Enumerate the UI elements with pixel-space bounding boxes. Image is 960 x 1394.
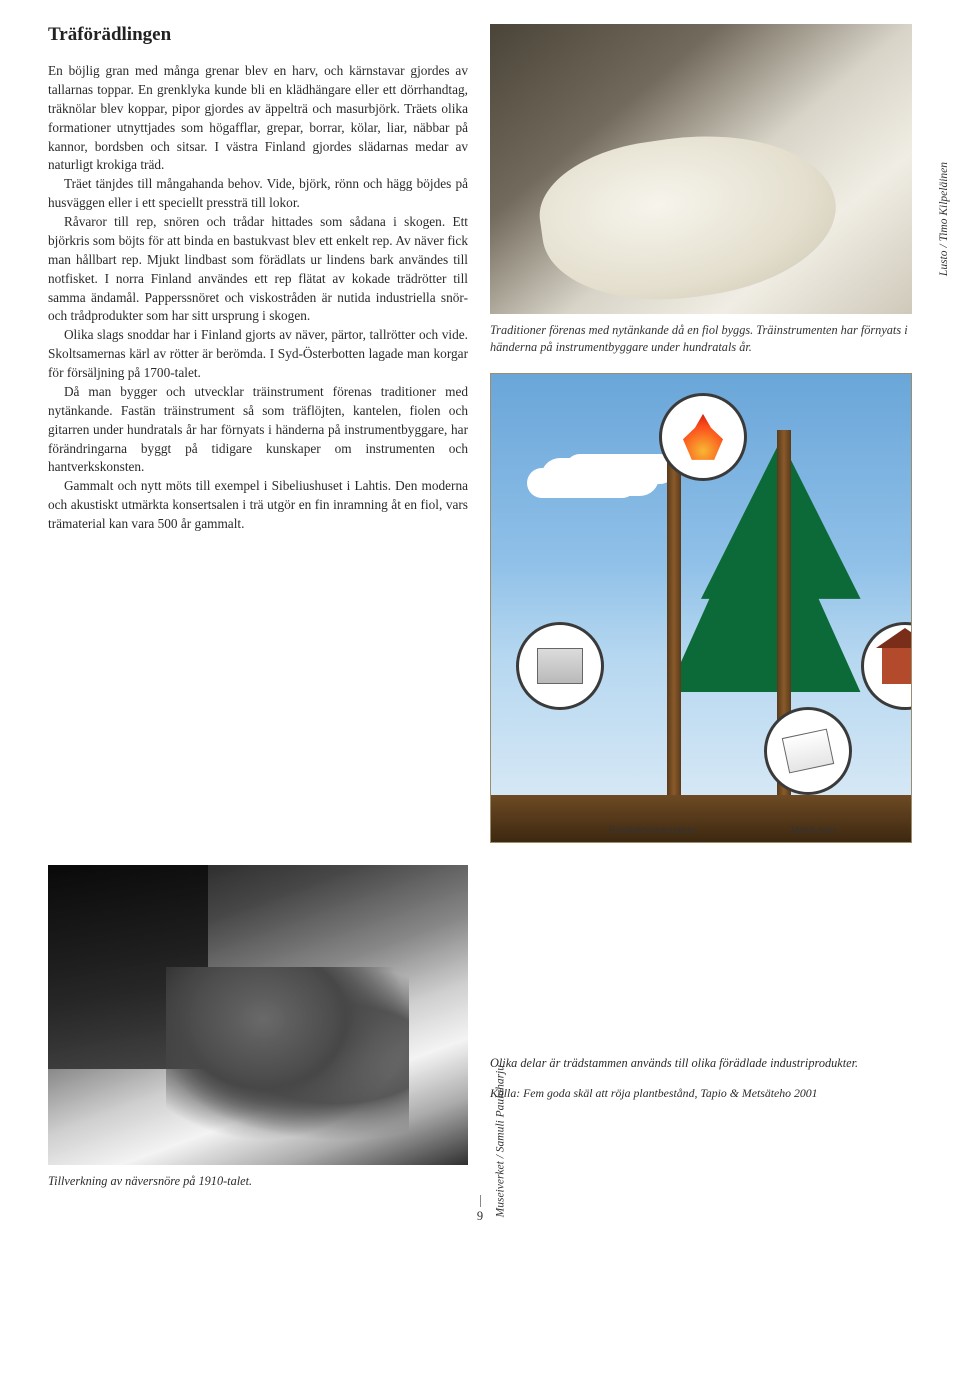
tree-trunk xyxy=(667,430,681,814)
body-paragraph: Då man bygger och utvecklar träinstrumen… xyxy=(48,383,468,477)
infographic-label-left: Ensiharvennuspuu xyxy=(609,824,696,836)
body-text: En böjlig gran med många grenar blev en … xyxy=(48,62,468,534)
house-icon xyxy=(861,622,912,710)
infographic-label-right: Järeä puu xyxy=(789,824,836,836)
body-paragraph: Olika slags snoddar har i Finland gjorts… xyxy=(48,326,468,383)
photo-credit: Lusto / Timo Kilpeläinen xyxy=(938,162,950,276)
infographic-source: Källa: Fem goda skäl att röja plantbestå… xyxy=(490,1086,912,1102)
building-icon xyxy=(516,622,604,710)
photo-credit: Museiverket / Samuli Paulaharju xyxy=(494,1065,506,1217)
page-number: 9 xyxy=(48,1209,912,1224)
tree-infographic: Ensiharvennuspuu Järeä puu xyxy=(490,373,912,843)
photo-caption: Tillverkning av näversnöre på 1910-talet… xyxy=(48,1174,468,1189)
violin-photo xyxy=(490,24,912,314)
section-title: Träförädlingen xyxy=(48,24,468,46)
newspaper-icon xyxy=(764,707,852,795)
fire-icon xyxy=(659,393,747,481)
body-paragraph: Råvaror till rep, snören och trådar hitt… xyxy=(48,213,468,326)
body-paragraph: Gammalt och nytt möts till exempel i Sib… xyxy=(48,477,468,534)
cloud-shape xyxy=(541,458,659,495)
historical-photo xyxy=(48,865,468,1165)
infographic-caption: Olika delar är trädstammen används till … xyxy=(490,1055,912,1072)
roots xyxy=(491,795,911,842)
body-paragraph: Träet tänjdes till mångahanda behov. Vid… xyxy=(48,175,468,213)
photo-caption: Traditioner förenas med nytänkande då en… xyxy=(490,322,912,355)
body-paragraph: En böjlig gran med många grenar blev en … xyxy=(48,62,468,175)
